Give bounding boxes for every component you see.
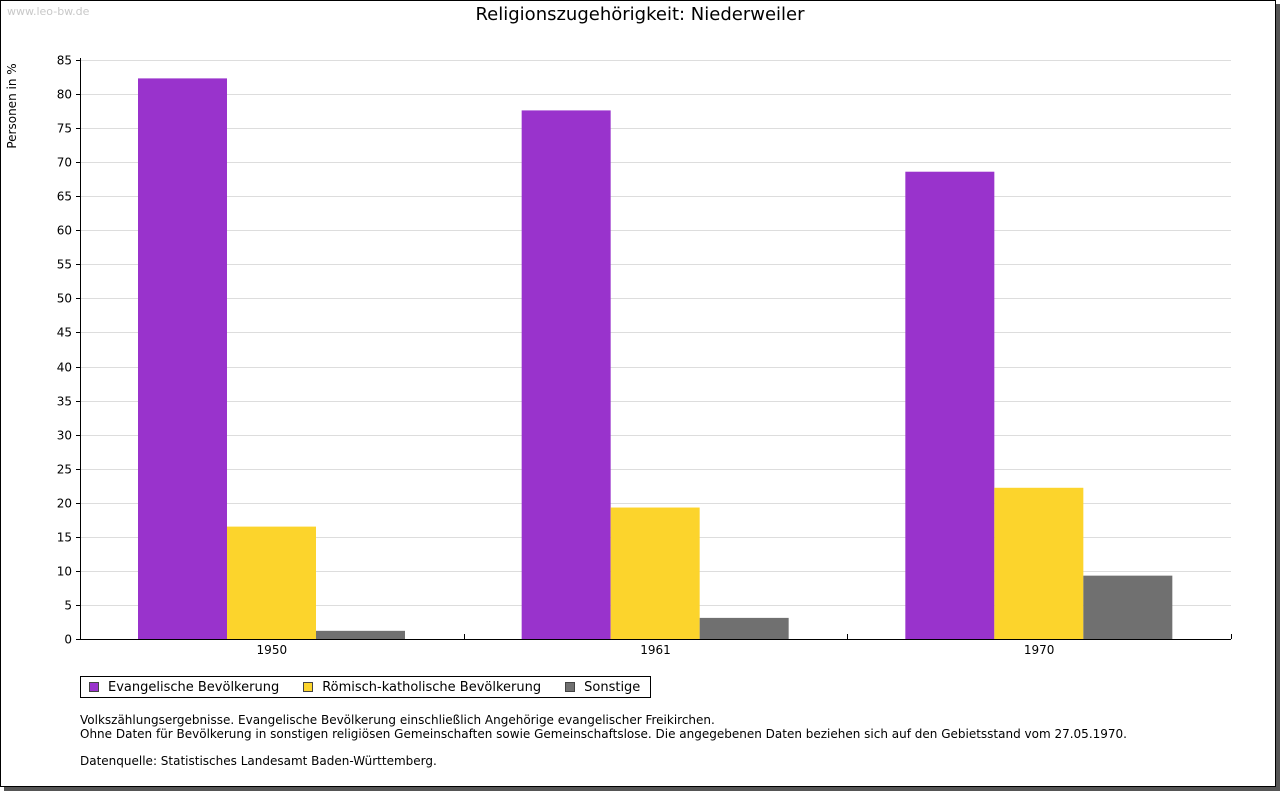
y-tick-label: 15 xyxy=(57,531,72,545)
bar-1950-evangelisch xyxy=(138,78,227,639)
note-line-1: Volkszählungsergebnisse. Evangelische Be… xyxy=(80,713,715,727)
y-tick-label: 25 xyxy=(57,463,72,477)
legend-item-evangelisch: Evangelische Bevölkerung xyxy=(89,680,279,695)
y-tick-label: 75 xyxy=(57,122,72,136)
bar-1961-katholisch xyxy=(610,507,700,639)
y-tick-label: 20 xyxy=(57,497,72,511)
bar-1961-evangelisch xyxy=(521,110,611,640)
y-tick-label: 5 xyxy=(64,599,72,613)
legend-label-sonstige: Sonstige xyxy=(584,679,641,695)
watermark: www.leo-bw.de xyxy=(7,5,90,18)
legend: Evangelische Bevölkerung Römisch-katholi… xyxy=(80,676,652,698)
legend-swatch-katholisch xyxy=(303,682,314,692)
bar-1950-sonstige xyxy=(316,630,405,639)
y-tick-label: 70 xyxy=(57,156,72,170)
chart-notes: Volkszählungsergebnisse. Evangelische Be… xyxy=(80,713,1127,768)
y-tick-label: 35 xyxy=(57,395,72,409)
x-tick-label: 1950 xyxy=(257,643,288,657)
legend-swatch-evangelisch xyxy=(89,682,99,692)
x-tick-label: 1961 xyxy=(640,643,671,657)
y-tick-label: 10 xyxy=(57,565,72,579)
y-tick-label: 30 xyxy=(57,429,72,443)
legend-item-sonstige: Sonstige xyxy=(565,680,640,695)
bar-1950-katholisch xyxy=(227,526,316,639)
x-tick-label: 1970 xyxy=(1024,643,1055,657)
y-tick-label: 45 xyxy=(57,326,72,340)
legend-swatch-sonstige xyxy=(565,682,576,692)
y-tick-label: 65 xyxy=(57,190,72,204)
bar-1970-katholisch xyxy=(994,487,1084,639)
y-tick-label: 60 xyxy=(57,224,72,238)
legend-label-katholisch: Römisch-katholische Bevölkerung xyxy=(322,679,542,695)
legend-label-evangelisch: Evangelische Bevölkerung xyxy=(108,679,280,695)
y-tick-label: 80 xyxy=(57,88,72,102)
bar-1970-evangelisch xyxy=(905,171,995,639)
y-tick-label: 40 xyxy=(57,361,72,375)
data-source: Datenquelle: Statistisches Landesamt Bad… xyxy=(80,754,437,768)
y-tick-label: 85 xyxy=(57,54,72,68)
bar-1961-sonstige xyxy=(699,617,789,639)
chart-title: Religionszugehörigkeit: Niederweiler xyxy=(475,4,805,25)
legend-item-katholisch: Römisch-katholische Bevölkerung xyxy=(303,680,541,695)
bar-1970-sonstige xyxy=(1083,575,1173,639)
y-tick-label: 0 xyxy=(64,633,72,647)
y-tick-label: 50 xyxy=(57,292,72,306)
y-axis-label: Personen in % xyxy=(5,63,19,148)
note-line-2: Ohne Daten für Bevölkerung in sonstigen … xyxy=(80,727,1127,741)
y-tick-label: 55 xyxy=(57,258,72,272)
